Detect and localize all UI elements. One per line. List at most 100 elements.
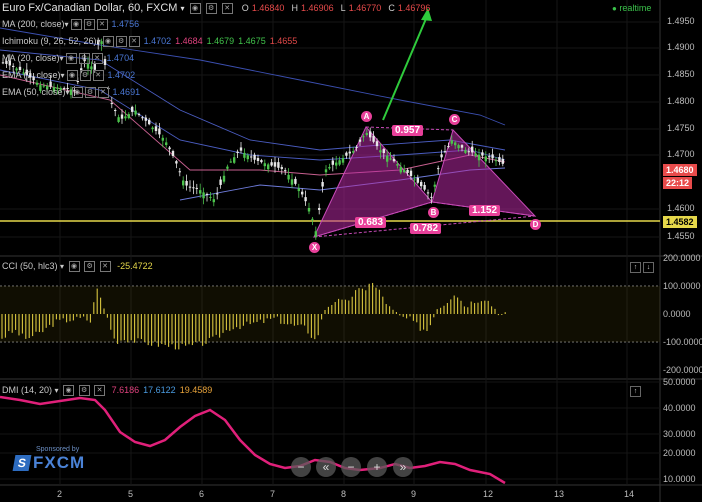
zoom-in-button[interactable]: + — [367, 457, 387, 477]
dmi-tick: 20.0000 — [663, 448, 696, 458]
candle-body — [464, 150, 467, 153]
close-icon[interactable]: ✕ — [128, 36, 140, 48]
sponsor-logo[interactable]: Sponsored by S FXCM — [12, 446, 85, 473]
candle-body — [134, 110, 137, 115]
chevron-down-icon[interactable]: ▾ — [96, 37, 101, 46]
close-icon[interactable]: ✕ — [99, 261, 111, 273]
indicator-value: 1.4679 — [206, 36, 235, 46]
candle-body — [280, 167, 283, 169]
candle-body — [450, 140, 453, 144]
candle-body — [226, 166, 229, 169]
candle-body — [392, 158, 396, 162]
reset-button[interactable]: − — [341, 457, 361, 477]
candle-body — [12, 65, 15, 67]
chevron-down-icon[interactable]: ▾ — [180, 4, 185, 13]
close-icon[interactable]: ✕ — [91, 53, 103, 65]
symbol-title[interactable]: Euro Fx/Canadian Dollar, 60, FXCM — [2, 2, 178, 14]
eye-icon[interactable]: ◉ — [102, 36, 114, 48]
settings-icon[interactable]: ⚙ — [78, 385, 90, 397]
settings-icon[interactable]: ⚙ — [205, 2, 217, 14]
eye-icon[interactable]: ◉ — [68, 261, 80, 273]
settings-icon[interactable]: ⚙ — [84, 261, 96, 273]
settings-icon[interactable]: ⚙ — [78, 53, 90, 65]
chevron-down-icon[interactable]: ▾ — [60, 71, 65, 80]
candle-body — [321, 182, 324, 187]
pane-down-icon[interactable]: ↓ — [643, 262, 654, 273]
candle-body — [83, 58, 86, 62]
indicator-row: Ichimoku (9, 26, 52, 26)▾ ◉ ⚙ ✕ 1.4702 1.4684… — [2, 35, 297, 48]
chevron-down-icon[interactable]: ▾ — [65, 88, 70, 97]
cci-label[interactable]: CCI (50, hlc3) — [2, 261, 58, 271]
candle-body — [318, 207, 321, 210]
candle-body — [171, 150, 175, 156]
indicator-name[interactable]: MA (20, close) — [2, 53, 60, 63]
candle-body — [386, 155, 389, 162]
eye-icon[interactable]: ◉ — [71, 87, 83, 99]
candle-body — [100, 41, 103, 45]
zoom-out-button[interactable]: − — [291, 457, 311, 477]
candle-body — [263, 163, 266, 167]
candle-body — [403, 169, 406, 173]
candle-body — [406, 169, 409, 173]
settings-icon[interactable]: ⚙ — [79, 70, 91, 82]
settings-icon[interactable]: ⚙ — [115, 36, 127, 48]
chevron-down-icon[interactable]: ▾ — [59, 54, 64, 63]
indicator-name[interactable]: MA (200, close) — [2, 19, 65, 29]
candle-body — [233, 157, 236, 163]
chevron-down-icon[interactable]: ▾ — [54, 386, 59, 395]
indicator-name[interactable]: EMA (50, close) — [2, 87, 66, 97]
ohlc-o-value: 1.46840 — [251, 3, 285, 13]
close-icon[interactable]: ✕ — [97, 87, 109, 99]
close-icon[interactable]: ✕ — [92, 70, 104, 82]
eye-icon[interactable]: ◉ — [189, 2, 201, 14]
pattern-ratio-label: 0.782 — [410, 223, 442, 234]
close-icon[interactable]: ✕ — [221, 2, 233, 14]
candle-body — [127, 114, 130, 119]
dmi-legend: DMI (14, 20) ▾ ◉ ⚙ ✕ 7.6186 17.6122 19.458… — [2, 384, 212, 397]
candle-body — [273, 162, 277, 167]
candle-body — [76, 81, 79, 83]
settings-icon[interactable]: ⚙ — [84, 87, 96, 99]
candle-body — [260, 160, 263, 163]
scroll-left-button[interactable]: « — [316, 457, 336, 477]
candle-body — [290, 179, 294, 185]
indicator-name[interactable]: EMA (7, close) — [2, 70, 61, 80]
eye-icon[interactable]: ◉ — [70, 19, 82, 31]
pane-up-icon[interactable]: ↑ — [630, 386, 641, 397]
ohlc-c-value: 1.46796 — [397, 3, 431, 13]
dmi-value: 17.6122 — [143, 385, 176, 395]
candle-body — [284, 170, 287, 172]
eye-icon[interactable]: ◉ — [66, 70, 78, 82]
candle-body — [56, 87, 59, 89]
candle-body — [25, 69, 28, 76]
candle-body — [437, 168, 440, 170]
time-tick: 14 — [624, 489, 635, 499]
price-tick: 1.4850 — [667, 69, 695, 79]
dmi-label[interactable]: DMI (14, 20) — [2, 385, 53, 395]
scroll-right-button[interactable]: » — [393, 457, 413, 477]
indicator-name[interactable]: Ichimoku (9, 26, 52, 26) — [2, 36, 97, 46]
price-tick: 1.4600 — [667, 203, 695, 213]
candle-body — [212, 199, 215, 203]
candle-body — [250, 156, 253, 158]
candle-body — [93, 64, 96, 70]
eye-icon[interactable]: ◉ — [65, 53, 77, 65]
indicator-value: 1.4704 — [106, 53, 135, 63]
dmi-tick: 10.0000 — [663, 474, 696, 484]
candle-body — [389, 158, 392, 160]
candle-body — [144, 117, 147, 121]
candle-body — [192, 187, 195, 189]
candle-body — [5, 60, 8, 64]
candle-body — [165, 142, 168, 146]
eye-icon[interactable]: ◉ — [63, 385, 75, 397]
chevron-down-icon[interactable]: ▾ — [64, 20, 69, 29]
close-icon[interactable]: ✕ — [96, 19, 108, 31]
settings-icon[interactable]: ⚙ — [83, 19, 95, 31]
candle-body — [117, 117, 120, 122]
close-icon[interactable]: ✕ — [94, 385, 106, 397]
candle-body — [358, 139, 362, 142]
chevron-down-icon[interactable]: ▾ — [60, 262, 65, 271]
pane-up-icon[interactable]: ↑ — [630, 262, 641, 273]
candle-body — [22, 72, 25, 74]
